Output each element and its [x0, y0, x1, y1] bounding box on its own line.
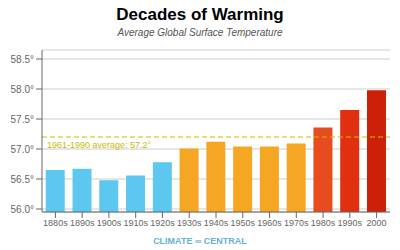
svg-text:1900s: 1900s [97, 218, 122, 228]
svg-text:58.5°: 58.5° [11, 54, 34, 65]
html-text:CLIMATE ∞ CENTRAL: CLIMATE ∞ CENTRAL [153, 236, 247, 246]
svg-text:2000: 2000 [367, 218, 387, 228]
svg-text:1960s: 1960s [257, 218, 282, 228]
svg-text:56.0°: 56.0° [11, 204, 34, 215]
svg-text:1990s: 1990s [338, 218, 363, 228]
svg-text:57.5°: 57.5° [11, 114, 34, 125]
svg-text:1970s: 1970s [284, 218, 309, 228]
svg-text:58.0°: 58.0° [11, 84, 34, 95]
svg-text:1930s: 1930s [177, 218, 202, 228]
svg-text:1980s: 1980s [311, 218, 336, 228]
svg-text:1880s: 1880s [43, 218, 68, 228]
html-text:Average Global Surface Tempera: Average Global Surface Temperature [117, 27, 283, 38]
svg-text:1961-1990 average: 57.2°: 1961-1990 average: 57.2° [47, 140, 152, 150]
html-text:Decades of Warming: Decades of Warming [116, 5, 284, 24]
svg-text:1890s: 1890s [70, 218, 95, 228]
svg-text:1920s: 1920s [150, 218, 175, 228]
svg-text:57.0°: 57.0° [11, 144, 34, 155]
svg-text:1940s: 1940s [204, 218, 229, 228]
svg-text:56.5°: 56.5° [11, 174, 34, 185]
svg-text:1910s: 1910s [123, 218, 148, 228]
svg-text:1950s: 1950s [231, 218, 256, 228]
